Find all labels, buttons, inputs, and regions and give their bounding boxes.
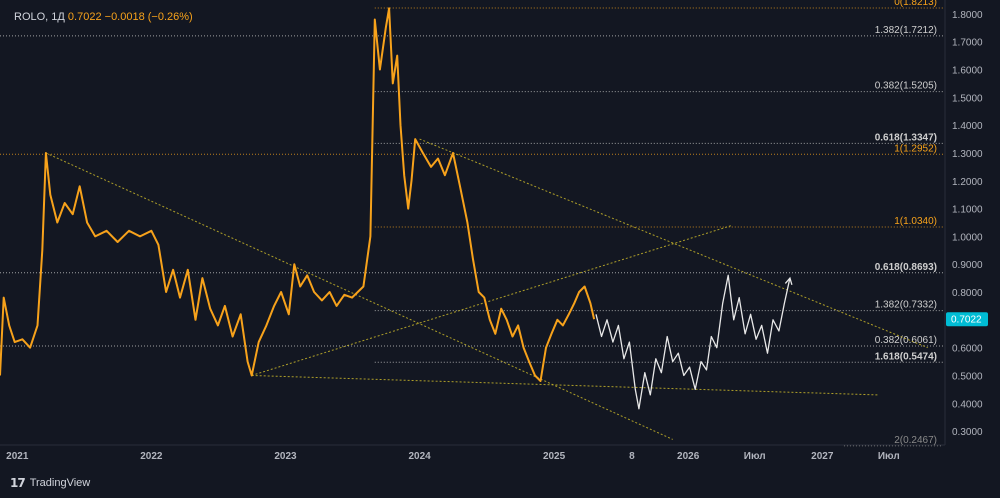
y-tick-label-13: 0.5000	[952, 371, 983, 382]
series-line-0	[0, 7, 596, 382]
fib-level-label-6: 0.618(0.8693)	[875, 262, 937, 273]
x-tick-label-3: 2024	[408, 451, 431, 462]
fib-level-label-1: 1.382(1.7212)	[875, 25, 937, 36]
fibonacci-levels: 0(1.8213) 1.382(1.7212) 0.382(1.5205) 0.618…	[0, 0, 943, 447]
symbol-name: ROLO, 1Д	[14, 11, 65, 23]
y-tick-label-12: 0.6000	[952, 344, 983, 355]
fib-level-label-3: 0.618(1.3347)	[875, 132, 937, 143]
x-tick-label-4: 2025	[543, 451, 566, 462]
tradingview-brand[interactable]: 17 TradingView	[10, 476, 90, 490]
fib-level-label-10: 2(0.2467)	[894, 435, 937, 446]
time-axis[interactable]: 2021 2022 2023 2024 2025 8 2026 Июл 2027 Июл	[6, 451, 900, 462]
x-tick-label-1: 2022	[140, 451, 163, 462]
y-tick-label-2: 1.6000	[952, 66, 983, 77]
last-price: 0.7022	[67, 11, 102, 23]
price-change: −0.0018 (−0.26%)	[104, 11, 193, 23]
x-tick-label-5: 8	[629, 451, 635, 462]
series-line-1	[595, 274, 791, 410]
x-tick-label-0: 2021	[6, 451, 29, 462]
fib-level-label-5: 1(1.0340)	[894, 216, 937, 227]
y-tick-label-0: 1.8000	[952, 10, 983, 21]
fib-level-label-9: 1.618(0.5474)	[875, 351, 937, 362]
fib-level-label-7: 1.382(0.7332)	[875, 300, 937, 311]
fib-level-label-4: 1(1.2952)	[894, 143, 937, 154]
trendline-2	[251, 374, 878, 396]
y-tick-label-4: 1.4000	[952, 121, 983, 132]
fib-level-label-2: 0.382(1.5205)	[875, 81, 937, 92]
x-tick-label-6: 2026	[677, 451, 700, 462]
y-tick-label-5: 1.3000	[952, 149, 983, 160]
y-tick-label-6: 1.2000	[952, 177, 983, 188]
symbol-header[interactable]: ROLO, 1Д 0.7022 −0.0018 (−0.26%)	[14, 11, 193, 23]
x-tick-label-2: 2023	[274, 451, 297, 462]
y-tick-label-8: 1.0000	[952, 232, 983, 243]
fib-level-label-0: 0(1.8213)	[894, 0, 937, 8]
current-price-badge	[946, 312, 988, 327]
fib-level-label-8: 0.382(0.6061)	[875, 335, 937, 346]
x-tick-label-9: Июл	[878, 451, 900, 462]
current-price-label: 0.7022	[951, 315, 982, 326]
y-tick-label-3: 1.5000	[952, 93, 983, 104]
x-tick-label-7: Июл	[744, 451, 766, 462]
current-price-marker: 0.7022	[946, 312, 988, 327]
y-tick-label-7: 1.1000	[952, 205, 983, 216]
y-tick-label-1: 1.7000	[952, 38, 983, 49]
y-tick-label-14: 0.4000	[952, 399, 983, 410]
trendline-3	[419, 138, 928, 349]
y-tick-label-9: 0.9000	[952, 260, 983, 271]
brand-name: TradingView	[29, 477, 91, 489]
trendlines	[45, 138, 928, 440]
price-series	[0, 7, 793, 410]
y-tick-label-15: 0.3000	[952, 427, 983, 438]
trendline-0	[45, 152, 673, 440]
price-axis[interactable]: 1.8000 1.7000 1.6000 1.5000 1.4000 1.3000 1.20…	[952, 10, 983, 438]
tradingview-logo-icon: 17	[10, 476, 26, 490]
x-tick-label-8: 2027	[811, 451, 834, 462]
y-tick-label-10: 0.8000	[952, 288, 983, 299]
projection-arrowhead-1	[784, 276, 793, 286]
